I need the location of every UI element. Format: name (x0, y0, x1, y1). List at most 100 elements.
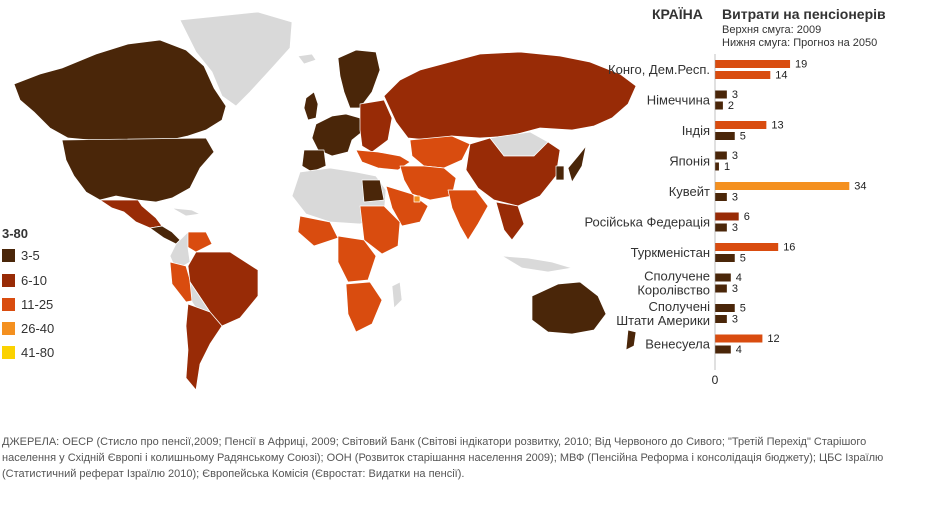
legend-label: 41-80 (21, 344, 55, 360)
x-tick-label: 0 (712, 373, 719, 387)
region-southeast-asia[interactable] (495, 201, 525, 241)
region-eastern-europe[interactable] (359, 99, 393, 153)
legend-swatch (2, 321, 15, 335)
legend-item-3: 11-25 (2, 296, 53, 312)
category-label: Королівство (637, 283, 710, 298)
legend-swatch (2, 297, 15, 311)
region-west-africa[interactable] (297, 215, 339, 247)
bar-2009[interactable] (715, 212, 739, 221)
bar-2009[interactable] (715, 304, 735, 312)
bar-2050[interactable] (715, 162, 719, 171)
bar-2050[interactable] (715, 132, 735, 140)
world-map (13, 11, 637, 391)
bar-2050[interactable] (715, 223, 727, 232)
bar-value-label: 13 (771, 120, 783, 132)
region-korea[interactable] (555, 165, 565, 181)
bar-value-label: 2 (728, 100, 734, 112)
bar-value-label: 5 (740, 131, 746, 143)
bar-2050[interactable] (715, 315, 727, 323)
country-madagascar[interactable] (391, 281, 403, 309)
bar-2050[interactable] (715, 193, 727, 201)
legend-label: 11-25 (21, 296, 54, 312)
bar-2050[interactable] (715, 101, 723, 110)
bar-value-label: 6 (744, 211, 750, 223)
country-india[interactable] (447, 189, 489, 241)
category-label: Венесуела (645, 337, 711, 352)
bar-value-label: 4 (736, 272, 742, 284)
region-central-america[interactable] (149, 225, 181, 245)
legend-item-5: 41-80 (2, 344, 54, 360)
country-new-zealand[interactable] (625, 329, 637, 351)
region-scandinavia[interactable] (337, 49, 381, 109)
bar-value-label: 3 (732, 283, 738, 295)
legend-item-2: 6-10 (2, 272, 47, 288)
legend-swatch (2, 273, 15, 287)
legend-item-4: 26-40 (2, 320, 54, 336)
bar-2009[interactable] (715, 60, 791, 68)
bar-value-label: 16 (783, 242, 795, 254)
category-label: Кувейт (669, 184, 710, 199)
country-kuwait[interactable] (413, 195, 421, 203)
legend-label: 26-40 (21, 320, 55, 336)
category-label: Німеччина (647, 93, 711, 108)
country-argentina[interactable] (185, 303, 223, 391)
bar-2009[interactable] (715, 243, 779, 251)
bar-2009[interactable] (715, 151, 727, 160)
bar-value-label: 12 (767, 333, 779, 345)
country-canada[interactable] (13, 39, 227, 141)
category-label: Конго, Дем.Респ. (608, 62, 710, 77)
bar-value-label: 19 (795, 59, 807, 71)
country-egypt[interactable] (361, 179, 385, 203)
country-mexico[interactable] (99, 199, 163, 229)
country-congo-dr[interactable] (337, 235, 377, 283)
bar-2050[interactable] (715, 71, 771, 79)
region-caribbean[interactable] (171, 207, 201, 217)
chart-title: Витрати на пенсіонерів (722, 6, 886, 22)
chart-subtitle-bottom: Нижня смуга: Прогноз на 2050 (722, 37, 878, 49)
category-label: Штати Америки (616, 313, 710, 328)
category-label: Сполучені (648, 299, 710, 314)
category-label: Туркменістан (631, 245, 710, 260)
region-iberia[interactable] (301, 149, 327, 173)
bar-2009[interactable] (715, 273, 731, 282)
bar-value-label: 5 (740, 253, 746, 265)
bar-value-label: 5 (740, 303, 746, 315)
legend-label: 3-5 (21, 247, 40, 263)
bar-2009[interactable] (715, 334, 763, 343)
region-indonesia[interactable] (501, 255, 573, 273)
bar-value-label: 34 (854, 181, 866, 193)
bar-value-label: 3 (732, 314, 738, 326)
legend-label: 6-10 (21, 272, 48, 288)
legend-swatch (2, 345, 15, 359)
category-label: Індія (682, 123, 710, 138)
country-usa[interactable] (61, 137, 215, 203)
region-southern-africa[interactable] (345, 281, 383, 333)
region-arabia[interactable] (385, 185, 429, 227)
bar-2050[interactable] (715, 345, 731, 354)
country-venezuela[interactable] (185, 231, 213, 253)
region-western-europe[interactable] (311, 113, 363, 157)
legend-item-1: 3-5 (2, 247, 40, 263)
bar-2009[interactable] (715, 90, 727, 99)
chart-subtitle-top: Верхня смуга: 2009 (722, 24, 822, 36)
country-greenland[interactable] (179, 11, 293, 107)
category-label: Японія (669, 154, 710, 169)
legend-title: 3-80 (2, 226, 29, 241)
bar-value-label: 3 (732, 150, 738, 162)
bar-2050[interactable] (715, 284, 727, 293)
bar-2009[interactable] (715, 182, 850, 190)
country-uk[interactable] (303, 91, 319, 121)
country-australia[interactable] (531, 281, 607, 335)
country-japan[interactable] (567, 145, 587, 183)
sources-text: ДЖЕРЕЛА: ОЕСР (Стисло про пенсії,2009; П… (2, 436, 884, 480)
bar-2050[interactable] (715, 254, 735, 262)
bar-value-label: 3 (732, 89, 738, 101)
bar-value-label: 4 (736, 344, 742, 356)
bar-2009[interactable] (715, 121, 767, 129)
category-label: Сполучене (644, 269, 710, 284)
bar-value-label: 14 (775, 70, 787, 82)
legend-swatch (2, 248, 15, 262)
country-iceland[interactable] (297, 53, 317, 65)
region-central-asia[interactable] (409, 135, 471, 169)
